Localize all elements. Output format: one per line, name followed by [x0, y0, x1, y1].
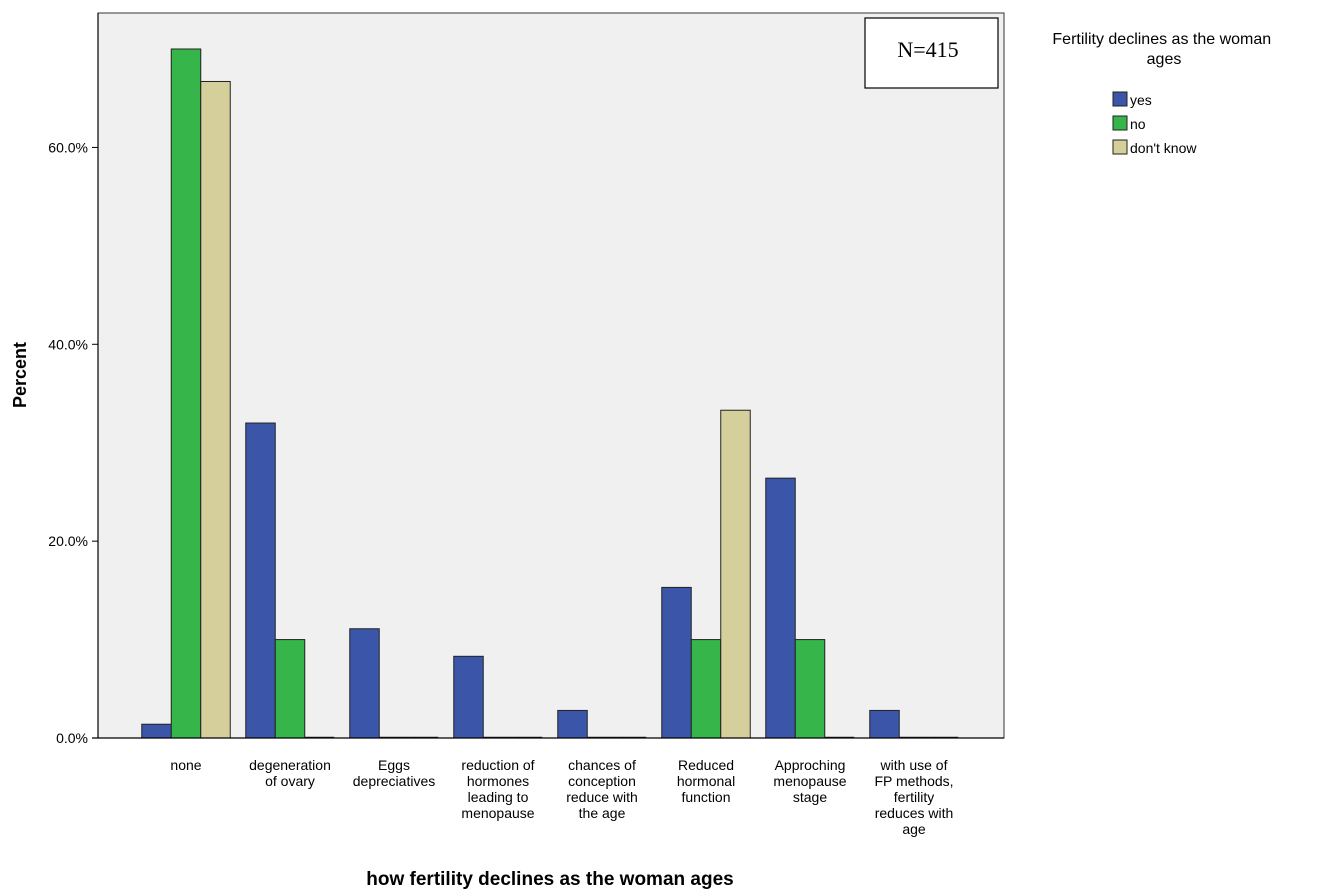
x-category-label-line: none — [170, 757, 201, 773]
x-category-label: reduction of hormones leading to menopause — [461, 757, 534, 821]
x-category-label-line: of ovary — [265, 773, 315, 789]
n-annotation-box — [864, 17, 999, 89]
y-tick-label: 0.0% — [56, 730, 88, 746]
bar-yes — [661, 586, 692, 739]
x-category-label-line: age — [902, 821, 926, 837]
x-category-label-line: hormonal — [677, 773, 735, 789]
plot-area — [97, 12, 1005, 739]
legend-title-line: Fertility declines as the woman — [1052, 31, 1271, 48]
legend-items: yes no don't know — [1112, 91, 1197, 156]
x-category-label: none — [170, 757, 201, 773]
x-category-label-line: the age — [579, 805, 626, 821]
x-category-label-line: stage — [793, 789, 827, 805]
x-category-label: Eggs depreciatives — [353, 757, 436, 789]
bar-yes — [245, 422, 276, 739]
x-category-label-line: Approching — [775, 757, 846, 773]
x-category-label-line: menopause — [773, 773, 846, 789]
legend-label: don't know — [1130, 140, 1197, 156]
x-category-label-line: FP methods, — [874, 773, 953, 789]
n-annotation-text: N=415 — [897, 37, 958, 62]
x-category-label-line: chances of — [568, 757, 636, 773]
bar-no — [170, 48, 202, 739]
x-category-label-line: hormones — [467, 773, 529, 789]
x-category-label-line: conception — [568, 773, 636, 789]
x-category-label-line: Eggs — [378, 757, 410, 773]
y-tick-label: 60.0% — [48, 139, 88, 155]
bar-yes — [453, 655, 484, 739]
bar-yes — [557, 709, 588, 739]
x-category-label: chances of conception reduce with the age — [566, 757, 638, 821]
x-category-label: degeneration of ovary — [249, 757, 331, 789]
bar-yes — [349, 628, 380, 739]
x-category-label-line: degeneration — [249, 757, 331, 773]
legend-label: no — [1130, 116, 1146, 132]
x-category-label-line: with use of — [880, 757, 948, 773]
x-category-label-line: reduces with — [875, 805, 954, 821]
y-ticks-group: 0.0% 20.0% 40.0% 60.0% — [48, 139, 98, 746]
bar-yes — [869, 709, 900, 739]
x-category-label-line: reduction of — [461, 757, 534, 773]
bar-don-t-know — [720, 409, 751, 739]
bar-yes — [765, 477, 796, 739]
legend: Fertility declines as the woman ages yes… — [1052, 31, 1275, 156]
y-axis-label: Percent — [10, 342, 30, 408]
legend-title-line: ages — [1147, 51, 1182, 68]
x-category-label-line: function — [681, 789, 730, 805]
legend-swatch — [1112, 115, 1128, 131]
legend-swatch — [1112, 139, 1128, 155]
bar-no — [274, 639, 306, 739]
bar-yes — [141, 723, 172, 739]
x-category-label-line: depreciatives — [353, 773, 436, 789]
bar-don-t-know — [200, 80, 231, 739]
x-category-label: Reduced hormonal function — [677, 757, 735, 805]
bar-no — [794, 639, 826, 739]
bar-no — [690, 639, 722, 739]
y-tick-label: 20.0% — [48, 533, 88, 549]
y-tick-label: 40.0% — [48, 336, 88, 352]
x-category-label-line: menopause — [461, 805, 534, 821]
legend-swatch — [1112, 91, 1128, 107]
legend-label: yes — [1130, 92, 1152, 108]
x-category-label-line: leading to — [468, 789, 529, 805]
bars-group — [141, 48, 959, 739]
x-categories-group: none degeneration of ovary Eggs depreciative… — [170, 757, 953, 837]
legend-title: Fertility declines as the woman ages — [1052, 31, 1275, 68]
x-category-label: Approching menopause stage — [773, 757, 846, 805]
n-annotation: N=415 — [864, 17, 999, 89]
x-axis-label: how fertility declines as the woman ages — [366, 869, 733, 890]
x-category-label: with use of FP methods, fertility reduces w… — [874, 757, 953, 837]
x-category-label-line: Reduced — [678, 757, 734, 773]
x-category-label-line: fertility — [894, 789, 934, 805]
x-category-label-line: reduce with — [566, 789, 638, 805]
